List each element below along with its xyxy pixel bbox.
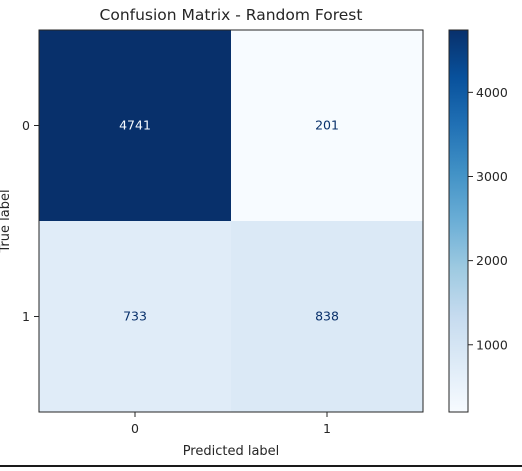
matrix-cell (39, 30, 231, 221)
y-axis-label: True label (0, 189, 13, 253)
y-tick-label: 0 (22, 118, 30, 133)
chart-title: Confusion Matrix - Random Forest (100, 6, 363, 24)
matrix-cell (39, 221, 231, 412)
colorbar-ticks: 1000 2000 3000 4000 (468, 85, 508, 352)
cell-value-label: 201 (315, 118, 339, 133)
matrix-cell (231, 221, 423, 412)
colorbar-tick-label: 3000 (476, 169, 508, 184)
cell-value-label: 733 (123, 309, 147, 324)
colorbar-tick-label: 2000 (476, 253, 508, 268)
y-tick-label: 1 (22, 309, 30, 324)
cell-value-label: 838 (315, 309, 339, 324)
y-ticks: 01 (22, 118, 39, 324)
colorbar-tick-label: 4000 (476, 85, 508, 100)
cell-value-label: 4741 (119, 118, 151, 133)
colorbar (448, 29, 469, 413)
x-tick-label: 1 (323, 421, 331, 436)
colorbar-tick-label: 1000 (476, 337, 508, 352)
matrix-cell (231, 30, 423, 221)
matrix-cells: 4741 201 733 838 (39, 30, 423, 412)
plot-frame (38, 29, 424, 413)
bottom-rule (0, 465, 522, 467)
x-tick-label: 0 (131, 421, 139, 436)
x-axis-label: Predicted label (183, 444, 280, 459)
